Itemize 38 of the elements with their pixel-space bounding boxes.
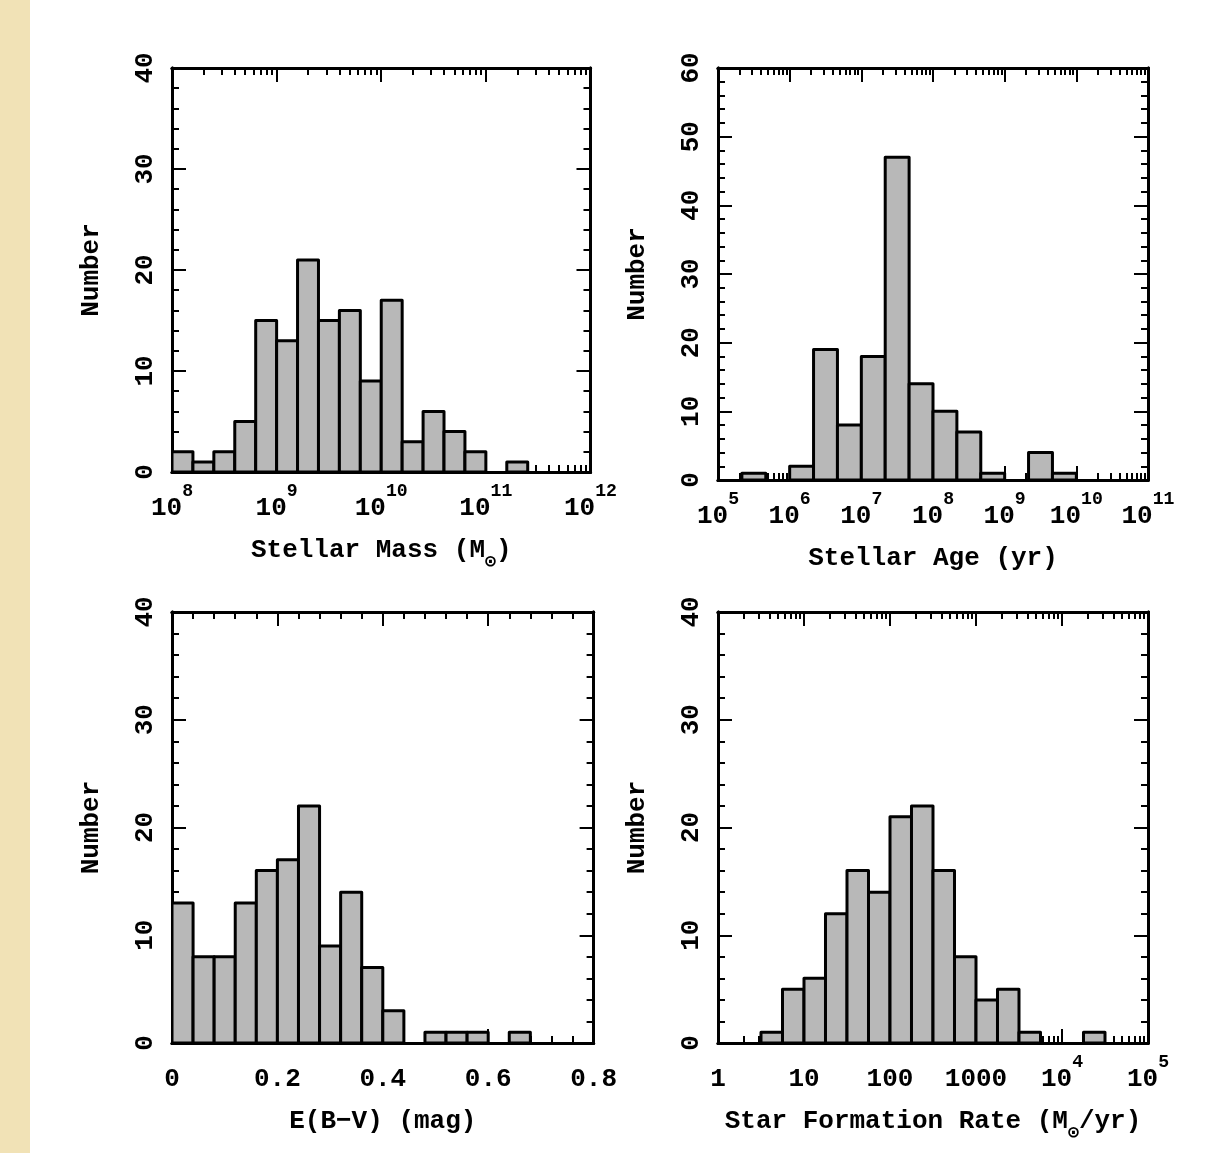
x-tick-label: 1 — [710, 1064, 726, 1094]
y-tick-label: 30 — [676, 704, 706, 736]
y-tick-label: 20 — [130, 254, 160, 286]
x-tick-label: 0.4 — [359, 1064, 407, 1094]
y-tick-label: 20 — [676, 327, 706, 359]
y-tick-label: 10 — [676, 395, 706, 427]
x-tick-label: 10 — [788, 1064, 820, 1094]
x-tick-label: 0 — [164, 1064, 180, 1094]
y-tick-label: 40 — [130, 596, 160, 628]
y-tick-label: 40 — [676, 596, 706, 628]
y-tick-label: 20 — [676, 811, 706, 844]
x-axis-title: Stellar Mass (M⊙) — [250, 535, 512, 572]
x-tick-label: 0.2 — [253, 1064, 301, 1094]
y-tick-label: 30 — [676, 258, 706, 290]
x-tick-label: 1000 — [944, 1064, 1008, 1094]
x-axis-title: Star Formation Rate (M⊙/yr) — [724, 1106, 1142, 1143]
y-tick-label: 50 — [676, 121, 706, 153]
y-tick-label: 10 — [130, 355, 160, 387]
y-axis-title: Number — [622, 780, 652, 875]
x-tick-label: 0.8 — [570, 1064, 617, 1094]
x-tick-label: 0.6 — [464, 1064, 512, 1094]
x-axis-title: Stellar Age (yr) — [808, 543, 1058, 573]
y-tick-label: 40 — [130, 52, 160, 84]
y-tick-label: 0 — [676, 1035, 706, 1051]
y-axis-title: Number — [76, 780, 106, 875]
y-tick-label: 0 — [130, 464, 160, 480]
y-tick-label: 20 — [130, 811, 160, 844]
y-axis-title: Number — [622, 227, 652, 321]
y-tick-label: 30 — [130, 153, 160, 185]
y-tick-label: 40 — [676, 189, 706, 221]
x-axis-title: E(B−V) (mag) — [289, 1106, 477, 1136]
y-tick-label: 10 — [130, 919, 160, 951]
y-tick-label: 30 — [130, 704, 160, 736]
x-tick-label: 100 — [866, 1064, 914, 1094]
y-tick-label: 10 — [676, 919, 706, 951]
y-tick-label: 60 — [676, 52, 706, 84]
y-axis-title: Number — [76, 223, 106, 317]
y-tick-label: 0 — [130, 1035, 160, 1051]
